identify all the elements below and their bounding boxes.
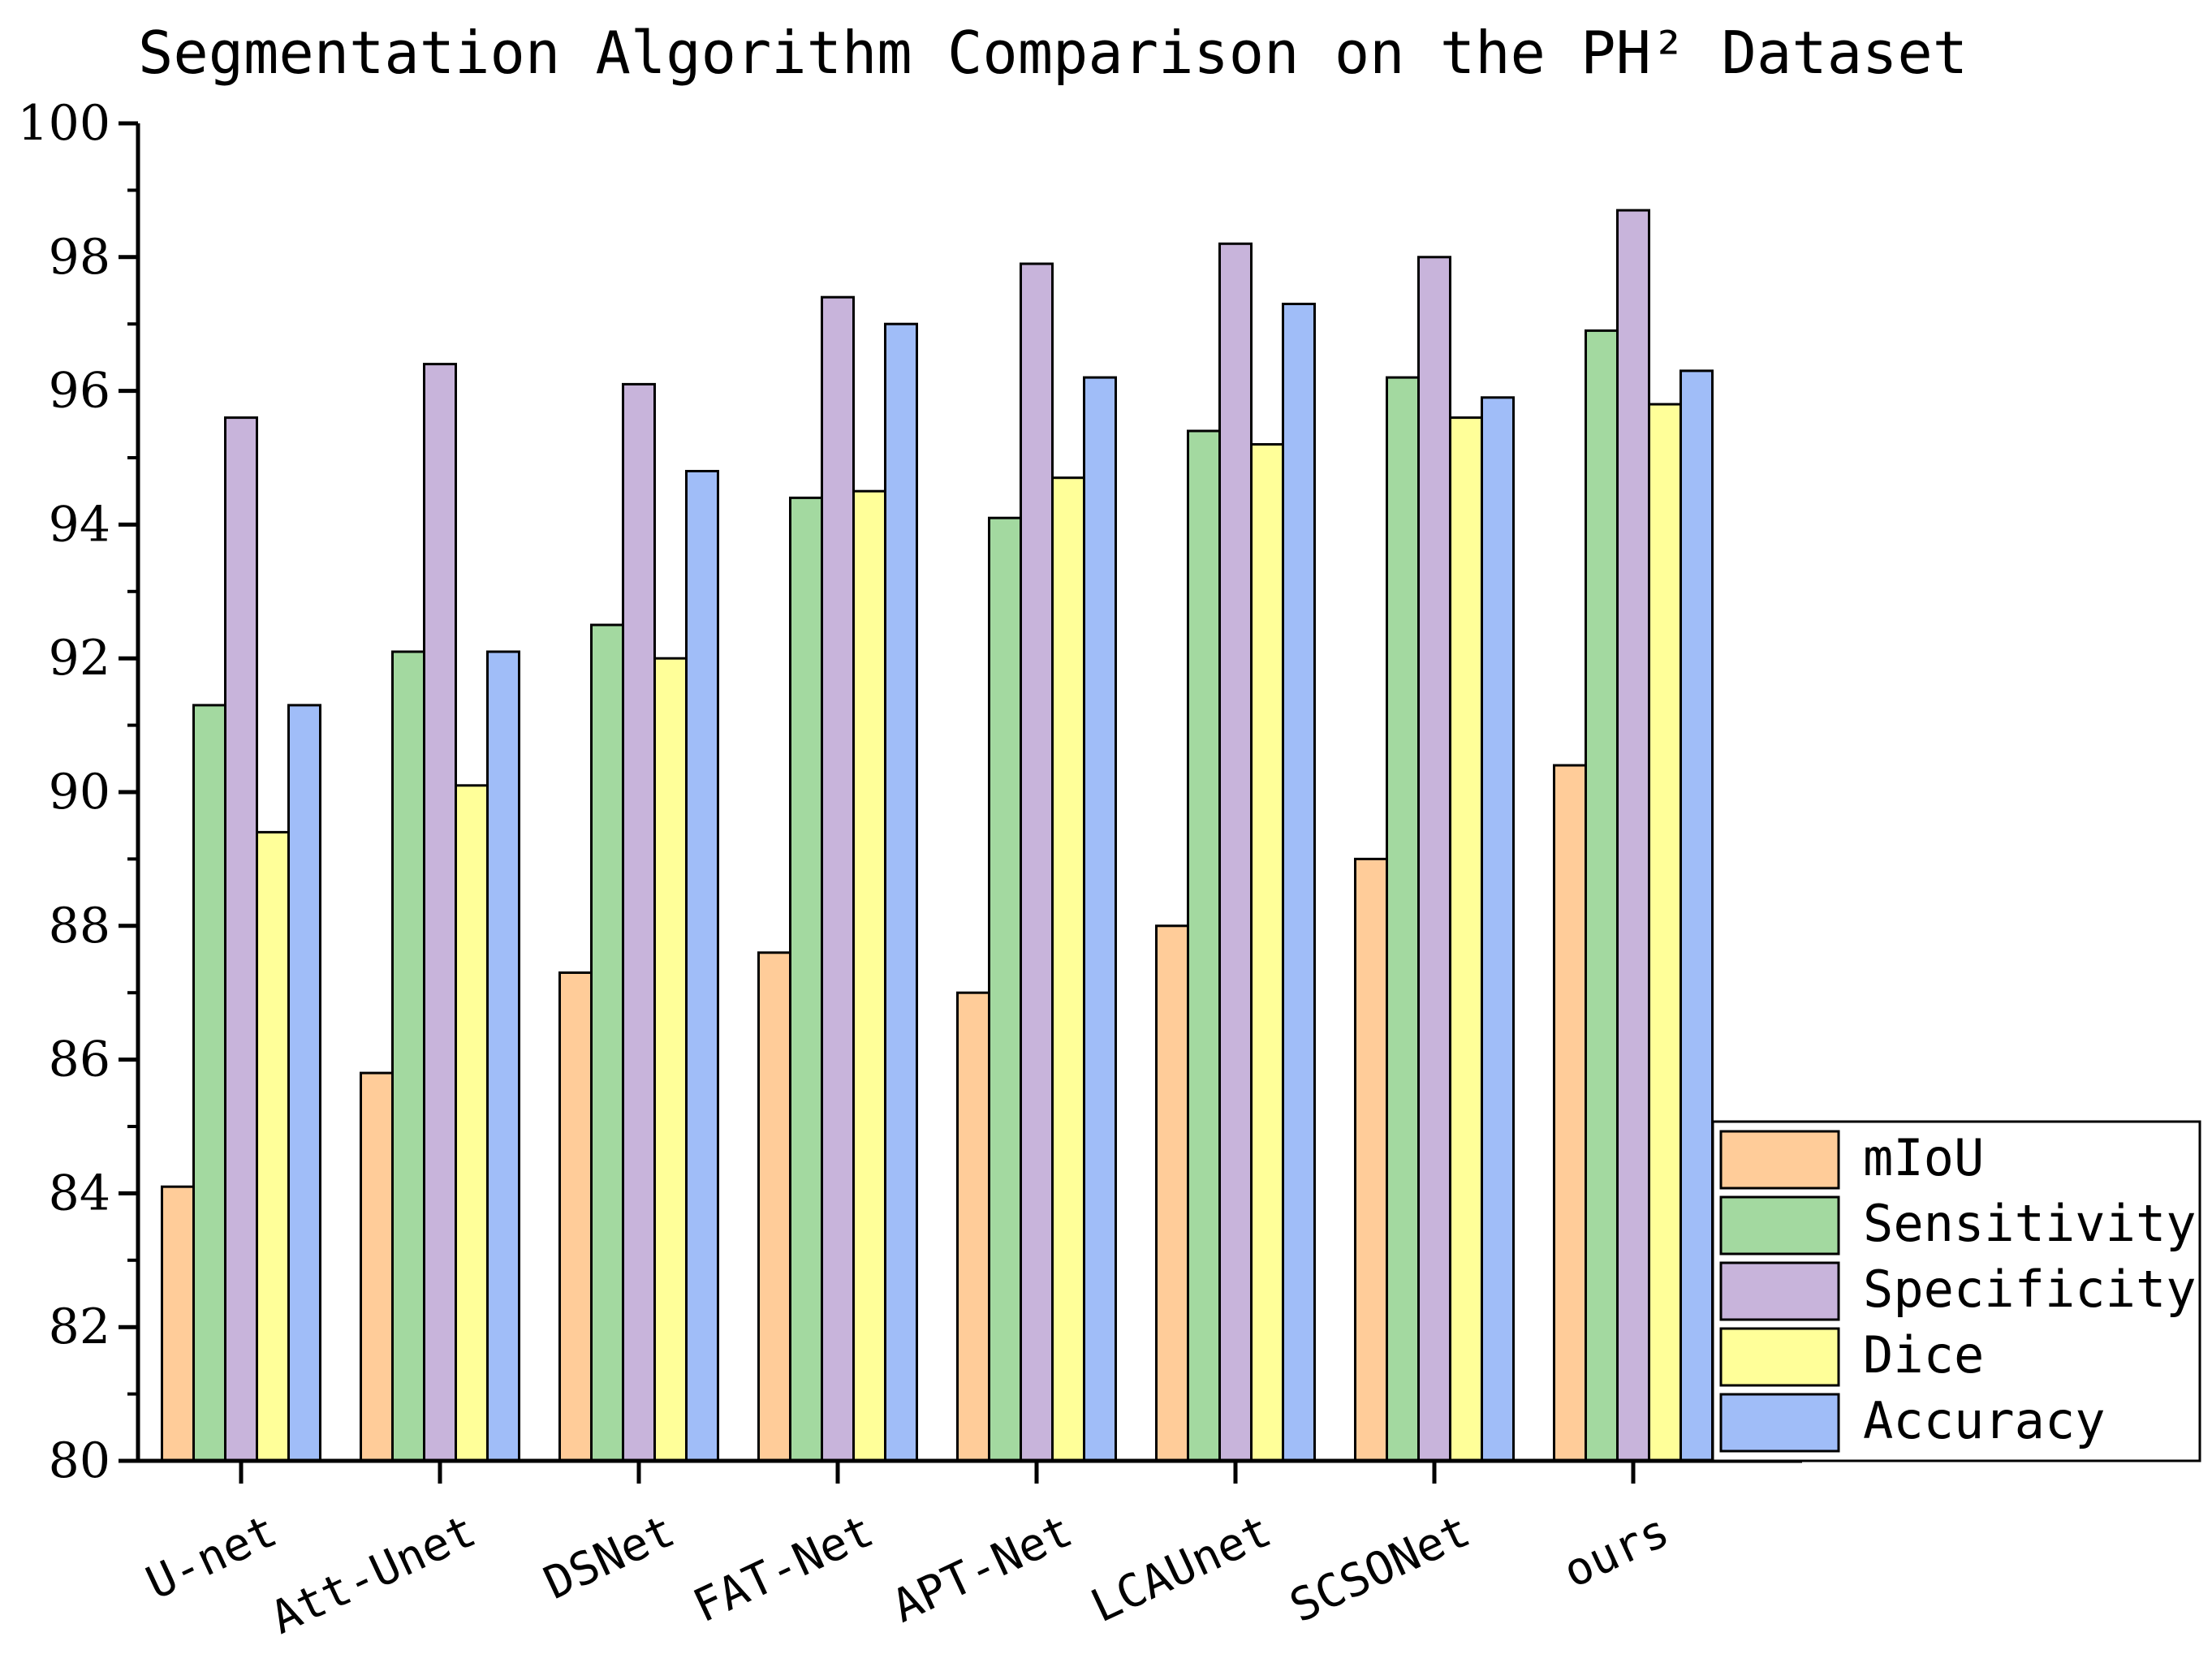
legend-label-dice: Dice [1863,1325,1984,1385]
bar-sensitivity-u-net [192,704,226,1462]
chart-title: Segmentation Algorithm Comparison on the… [138,19,1968,87]
bar-accuracy-lcaunet [1282,303,1316,1462]
legend-swatch-specificity [1719,1261,1840,1321]
y-tick-label: 82 [49,1299,110,1355]
x-tick-label: LCAUnet [1084,1505,1279,1634]
bar-accuracy-apt-net [1083,376,1117,1462]
x-tick-label: SCSONet [1283,1505,1478,1634]
bar-specificity-u-net [224,416,258,1462]
y-tick-label: 100 [17,95,110,152]
y-tick-label: 98 [49,229,110,286]
y-tick-label: 84 [49,1165,110,1221]
bar-dice-lcaunet [1250,443,1284,1462]
bar-specificity-dsnet [622,382,656,1462]
bar-accuracy-fat-net [884,322,918,1462]
bar-specificity-ours [1616,209,1650,1462]
y-tick-label: 96 [49,363,110,420]
y-tick-label: 92 [49,630,110,687]
bar-miou-lcaunet [1155,924,1189,1462]
bar-accuracy-dsnet [685,470,719,1462]
x-tick-label: FAT-Net [686,1505,882,1634]
bar-dice-fat-net [852,489,886,1462]
bar-sensitivity-scsonet [1386,376,1420,1462]
bar-accuracy-att-unet [486,650,520,1462]
bar-miou-apt-net [956,991,990,1462]
y-tick-label: 94 [49,496,110,553]
bar-specificity-att-unet [423,363,457,1462]
y-tick-label: 90 [49,764,110,821]
x-tick-label: ours [1555,1505,1677,1599]
legend-swatch-accuracy [1719,1393,1840,1453]
bar-dice-apt-net [1051,476,1085,1462]
bar-accuracy-scsonet [1481,396,1515,1462]
legend-label-specificity: Specificity [1863,1260,2197,1319]
bars [161,209,1714,1462]
bar-sensitivity-dsnet [590,623,624,1462]
bar-miou-scsonet [1354,857,1388,1462]
legend-label-miou: mIoU [1863,1128,1984,1187]
legend-label-sensitivity: Sensitivity [1863,1194,2197,1253]
bar-specificity-fat-net [821,295,855,1462]
bar-sensitivity-lcaunet [1187,429,1221,1462]
x-tick-label: APT-Net [885,1505,1080,1634]
y-tick-label: 88 [49,898,110,954]
bar-sensitivity-ours [1585,329,1619,1462]
bar-accuracy-ours [1679,369,1714,1462]
bar-dice-u-net [256,830,290,1462]
legend-swatch-sensitivity [1719,1195,1840,1256]
bar-miou-u-net [161,1185,195,1462]
bar-specificity-lcaunet [1218,242,1253,1462]
bar-sensitivity-apt-net [988,516,1022,1462]
x-tick-label: Att-Unet [263,1505,484,1645]
bar-dice-scsonet [1449,416,1483,1462]
legend-swatch-dice [1719,1327,1840,1387]
x-tick-label: DSNet [537,1505,683,1610]
bar-sensitivity-fat-net [789,496,823,1462]
y-tick-label: 86 [49,1032,110,1088]
bar-miou-ours [1553,764,1587,1462]
bar-dice-dsnet [653,657,688,1462]
x-tick-label: U-net [139,1505,285,1610]
y-tick-label: 80 [49,1432,110,1489]
legend: mIoU Sensitivity Specificity Dice Accuracy [1711,1120,2201,1462]
legend-label-accuracy: Accuracy [1863,1391,2106,1450]
bar-specificity-scsonet [1417,256,1451,1462]
legend-swatch-miou [1719,1130,1840,1190]
bar-specificity-apt-net [1020,262,1054,1462]
bar-dice-att-unet [455,784,489,1462]
bar-miou-fat-net [757,951,791,1462]
bar-dice-ours [1648,403,1682,1462]
bar-accuracy-u-net [287,704,321,1462]
bar-miou-dsnet [558,971,593,1462]
bar-miou-att-unet [360,1071,394,1462]
bar-sensitivity-att-unet [391,650,425,1462]
